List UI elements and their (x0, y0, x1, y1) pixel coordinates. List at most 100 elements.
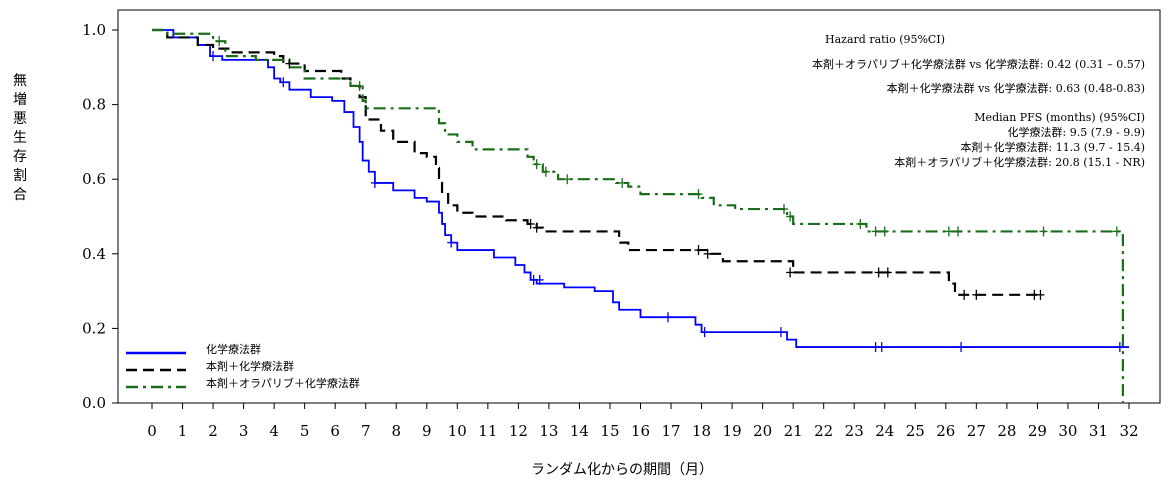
x-tick-label: 32 (1119, 422, 1138, 440)
censor-mark (285, 58, 294, 69)
censor-mark (957, 342, 966, 353)
x-tick-label: 24 (875, 422, 894, 440)
censor-mark (880, 226, 889, 237)
x-tick-label: 18 (692, 422, 711, 440)
x-tick-label: 1 (178, 422, 188, 440)
censor-mark (700, 327, 709, 338)
x-tick-label: 9 (422, 422, 432, 440)
plot-frame (117, 9, 1161, 404)
censor-mark (874, 267, 883, 278)
x-tick-label: 3 (239, 422, 249, 440)
censor-mark (215, 36, 224, 47)
y-axis-title-char: 悪 (13, 111, 27, 127)
y-tick-label: 0.4 (82, 245, 106, 263)
x-tick-label: 11 (478, 422, 497, 440)
x-tick-label: 14 (570, 422, 589, 440)
x-tick-label: 27 (967, 422, 986, 440)
censor-mark (877, 342, 886, 353)
censor-mark (1036, 289, 1045, 300)
y-tick-label: 1.0 (82, 21, 106, 39)
x-tick-label: 13 (539, 422, 558, 440)
censor-mark (526, 218, 535, 229)
y-axis-title-char: 存 (13, 149, 27, 165)
censor-mark (694, 245, 703, 256)
censor-mark (856, 218, 865, 229)
series-line-0 (152, 29, 1129, 348)
legend: 化学療法群 本剤＋化学療法群 本剤＋オラパリブ＋化学療法群 (126, 342, 360, 390)
x-tick-label: 30 (1058, 422, 1077, 440)
x-axis: 0 1 2 3 4 5 6 7 8 9 10 11 12 13 14 15 16 17 18 19 20 21 22 23 24… (147, 403, 1139, 440)
y-tick-label: 0.8 (82, 96, 106, 114)
series-line-1 (152, 28, 1038, 296)
censor-mark (535, 274, 544, 285)
censor-mark (355, 80, 364, 91)
censor-mark (703, 248, 712, 259)
x-tick-label: 4 (269, 422, 279, 440)
x-tick-label: 2 (208, 422, 218, 440)
censor-mark (447, 237, 456, 248)
x-tick-label: 22 (814, 422, 833, 440)
plot-border (117, 9, 1161, 404)
x-tick-label: 26 (936, 422, 955, 440)
y-tick-label: 0.0 (82, 394, 106, 412)
x-tick-label: 21 (784, 422, 803, 440)
median-pfs-drug-chemo: 本剤＋化学療法群: 11.3 (9.7 - 15.4) (961, 140, 1145, 154)
x-tick-label: 12 (509, 422, 528, 440)
censor-marks (209, 36, 1124, 353)
legend-label-drug-olaparib-chemo: 本剤＋オラパリブ＋化学療法群 (206, 376, 360, 390)
censor-mark (1039, 226, 1048, 237)
censor-mark (871, 226, 880, 237)
y-axis-title-char: 無 (13, 73, 27, 89)
censor-mark (209, 51, 218, 62)
x-tick-label: 8 (391, 422, 401, 440)
censor-mark (972, 289, 981, 300)
hazard-ratio-title: Hazard ratio (95%CI) (825, 33, 945, 46)
y-axis-title-char: 生 (13, 130, 27, 146)
x-tick-label: 15 (600, 422, 619, 440)
y-axis-title-char: 割 (13, 167, 27, 184)
censor-mark (532, 222, 541, 233)
censor-mark (883, 267, 892, 278)
censor-mark (776, 327, 785, 338)
y-axis-title-char: 増 (13, 92, 27, 108)
y-tick-label: 0.6 (82, 170, 106, 188)
x-tick-label: 25 (906, 422, 925, 440)
censor-mark (370, 177, 379, 188)
censor-mark (541, 166, 550, 177)
legend-label-chemo: 化学療法群 (206, 342, 261, 356)
censor-mark (663, 312, 672, 323)
x-tick-label: 0 (147, 422, 157, 440)
hr-drug-vs-chemo: 本剤＋化学療法群 vs 化学療法群: 0.63 (0.48-0.83) (887, 81, 1145, 95)
hr-olaparib-vs-chemo: 本剤＋オラパリブ＋化学療法群 vs 化学療法群: 0.42 (0.31 – 0.… (812, 57, 1145, 71)
x-axis-title: ランダム化からの期間（月） (531, 462, 713, 478)
censor-mark (1115, 342, 1124, 353)
x-tick-label: 6 (330, 422, 340, 440)
y-axis: 0.0 0.2 0.4 0.6 0.8 1.0 (82, 21, 118, 412)
y-tick-label: 0.2 (82, 319, 106, 337)
x-tick-label: 10 (448, 422, 467, 440)
censor-mark (954, 226, 963, 237)
censor-mark (1112, 226, 1121, 237)
censor-mark (618, 177, 627, 188)
legend-label-drug-chemo: 本剤＋化学療法群 (206, 359, 294, 373)
median-pfs-title: Median PFS (months) (95%CI) (974, 111, 1145, 124)
x-tick-label: 5 (300, 422, 310, 440)
censor-mark (944, 226, 953, 237)
censor-mark (563, 174, 572, 185)
median-pfs-chemo: 化学療法群: 9.5 (7.9 - 9.9) (1008, 125, 1145, 139)
x-tick-label: 29 (1028, 422, 1047, 440)
x-tick-label: 31 (1089, 422, 1108, 440)
censor-mark (779, 204, 788, 215)
x-tick-label: 16 (631, 422, 650, 440)
x-tick-label: 17 (661, 422, 680, 440)
censor-mark (786, 211, 795, 222)
censor-mark (960, 289, 969, 300)
annotation-block: Hazard ratio (95%CI) 本剤＋オラパリブ＋化学療法群 vs 化… (812, 33, 1145, 169)
median-pfs-drug-olaparib-chemo: 本剤＋オラパリブ＋化学療法群: 20.8 (15.1 - NR) (894, 155, 1145, 169)
y-axis-title: 無増悪生存割合 (13, 73, 27, 203)
censor-mark (279, 77, 288, 88)
x-tick-label: 20 (753, 422, 772, 440)
censor-mark (786, 267, 795, 278)
y-axis-title-char: 合 (13, 187, 27, 203)
